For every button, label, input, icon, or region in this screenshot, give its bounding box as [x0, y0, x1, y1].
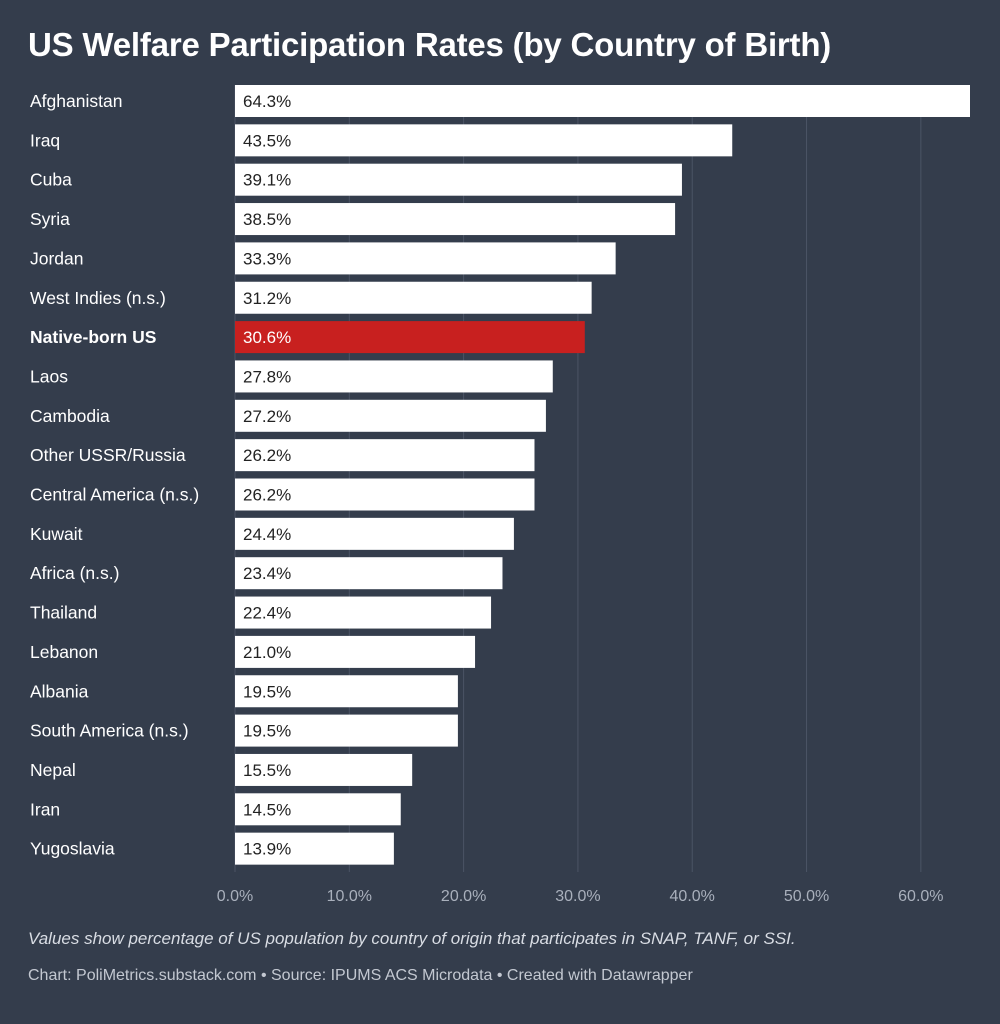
bar-nepal	[235, 753, 413, 786]
x-tick-label: 10.0%	[327, 888, 372, 905]
value-label: 26.2%	[243, 486, 291, 505]
value-label: 22.4%	[243, 604, 291, 623]
category-label: Yugoslavia	[30, 839, 115, 859]
bars	[235, 85, 970, 865]
bar-cuba	[235, 163, 682, 196]
value-label: 24.4%	[243, 525, 291, 544]
value-label: 27.2%	[243, 407, 291, 426]
bar-native-born-us	[235, 321, 585, 354]
category-labels: Afghanistan Iraq Cuba Syria Jordan West Indie…	[30, 91, 199, 859]
bar-south-america-n-s	[235, 714, 458, 747]
bar-yugoslavia	[235, 832, 394, 865]
value-label: 27.8%	[243, 367, 291, 386]
category-label: Other USSR/Russia	[30, 445, 186, 465]
x-tick-label: 0.0%	[217, 888, 253, 905]
category-label: Africa (n.s.)	[30, 563, 119, 583]
category-label: Iraq	[30, 130, 60, 150]
value-label: 31.2%	[243, 289, 291, 308]
x-tick-label: 20.0%	[441, 888, 486, 905]
x-tick-label: 30.0%	[555, 888, 600, 905]
category-label: Afghanistan	[30, 91, 122, 111]
value-label: 13.9%	[243, 840, 291, 859]
category-label: Nepal	[30, 760, 76, 780]
chart-note: Values show percentage of US population …	[28, 929, 796, 948]
bar-syria	[235, 203, 676, 236]
bar-iraq	[235, 124, 733, 157]
value-label: 23.4%	[243, 564, 291, 583]
value-label: 39.1%	[243, 171, 291, 190]
category-label: Iran	[30, 799, 60, 819]
bar-kuwait	[235, 517, 514, 550]
chart-credit: Chart: PoliMetrics.substack.com • Source…	[28, 967, 693, 984]
category-label: Albania	[30, 681, 89, 701]
bar-west-indies-n-s	[235, 281, 592, 314]
category-label: Laos	[30, 366, 68, 386]
category-label: Central America (n.s.)	[30, 485, 199, 505]
category-label: Thailand	[30, 603, 97, 623]
x-tick-label: 50.0%	[784, 888, 829, 905]
bar-iran	[235, 793, 401, 826]
bar-chart: Afghanistan Iraq Cuba Syria Jordan West Indie…	[30, 85, 970, 905]
x-tick-label: 60.0%	[898, 888, 943, 905]
bar-lebanon	[235, 635, 476, 668]
bar-central-america-n-s	[235, 478, 535, 511]
value-label: 26.2%	[243, 446, 291, 465]
value-label: 33.3%	[243, 249, 291, 268]
bar-africa-n-s	[235, 557, 503, 590]
chart-title: US Welfare Participation Rates (by Count…	[28, 26, 832, 63]
category-label: West Indies (n.s.)	[30, 288, 166, 308]
category-label: Jordan	[30, 248, 84, 268]
bar-jordan	[235, 242, 616, 275]
value-label: 15.5%	[243, 761, 291, 780]
value-label: 21.0%	[243, 643, 291, 662]
category-label: Kuwait	[30, 524, 83, 544]
value-labels: 64.3% 43.5% 39.1% 38.5% 33.3% 31.2% 30.6% 27.8%…	[243, 92, 291, 859]
value-label: 43.5%	[243, 131, 291, 150]
x-axis-tick-labels: 0.0% 10.0% 20.0% 30.0% 40.0% 50.0% 60.0%	[217, 888, 944, 905]
category-label: Native-born US	[30, 327, 156, 347]
bar-thailand	[235, 596, 492, 629]
bar-other-ussr-russia	[235, 439, 535, 472]
category-label: Cuba	[30, 170, 72, 190]
value-label: 14.5%	[243, 800, 291, 819]
x-tick-label: 40.0%	[670, 888, 715, 905]
bar-cambodia	[235, 399, 546, 432]
bar-albania	[235, 675, 458, 708]
value-label: 38.5%	[243, 210, 291, 229]
category-label: Syria	[30, 209, 70, 229]
category-label: Lebanon	[30, 642, 98, 662]
value-label: 19.5%	[243, 682, 291, 701]
category-label: Cambodia	[30, 406, 110, 426]
value-label: 30.6%	[243, 328, 291, 347]
value-label: 64.3%	[243, 92, 291, 111]
value-label: 19.5%	[243, 722, 291, 741]
bar-afghanistan	[235, 85, 970, 117]
category-label: South America (n.s.)	[30, 721, 189, 741]
bar-laos	[235, 360, 553, 393]
